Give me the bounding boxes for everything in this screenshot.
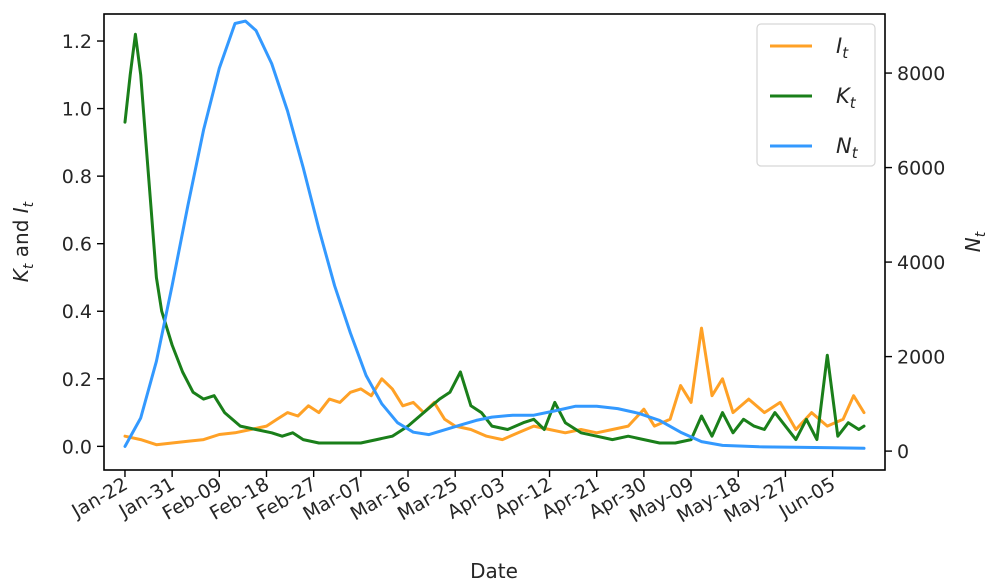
y-left-tick-label: 0.6 [62, 234, 92, 256]
left-axis-label-i: I [9, 207, 33, 213]
left-axis-label-k-sub: t [21, 263, 37, 269]
left-axis-label-k: K [9, 267, 33, 282]
right-axis-label-n-sub: t [973, 231, 989, 237]
legend-label-n: Nt [836, 134, 859, 162]
left-axis-label: Kt and It [9, 201, 37, 282]
y-right-tick-label: 8000 [897, 63, 945, 85]
right-axis-label-n: N [961, 237, 985, 252]
series-layer [123, 19, 866, 450]
series-line-i [123, 326, 866, 447]
left-axis-label-i-sub: t [21, 201, 37, 207]
y-left-tick-label: 0.4 [62, 301, 92, 323]
plot-area [104, 14, 885, 470]
y-left-tick-label: 0.0 [62, 436, 92, 458]
y-left-tick-label: 0.8 [62, 166, 92, 188]
legend-label-i: It [836, 34, 849, 62]
left-axis-label-mid: and [9, 213, 33, 263]
legend-box [756, 23, 876, 167]
y-right-tick-label: 4000 [897, 252, 945, 274]
x-axis-label: Date [470, 559, 518, 583]
legend-label-k: Kt [836, 84, 857, 112]
series-line-n [123, 19, 866, 450]
plot-frame [103, 13, 886, 471]
y-right-tick-label: 0 [897, 441, 909, 463]
y-left-tick-label: 1.0 [62, 99, 92, 121]
legend: It Kt Nt [756, 23, 876, 167]
right-axis-label: Nt [961, 231, 989, 252]
y-right-tick-label: 6000 [897, 158, 945, 180]
y-left-tick-label: 1.2 [62, 31, 92, 53]
y-right-tick-label: 2000 [897, 347, 945, 369]
y-left-tick-label: 0.2 [62, 369, 92, 391]
